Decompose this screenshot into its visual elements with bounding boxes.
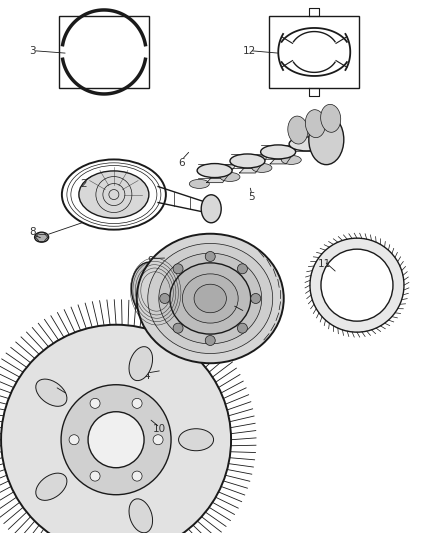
Circle shape bbox=[173, 264, 183, 274]
Ellipse shape bbox=[241, 272, 280, 325]
Ellipse shape bbox=[148, 244, 273, 353]
Circle shape bbox=[1, 325, 231, 533]
Ellipse shape bbox=[129, 346, 152, 381]
Text: 8: 8 bbox=[29, 227, 36, 237]
Circle shape bbox=[153, 435, 163, 445]
Circle shape bbox=[310, 238, 404, 332]
Polygon shape bbox=[207, 165, 236, 183]
Circle shape bbox=[132, 398, 142, 408]
Bar bbox=[269, 16, 359, 88]
Bar bbox=[59, 16, 149, 88]
Circle shape bbox=[162, 365, 175, 376]
Ellipse shape bbox=[182, 274, 238, 323]
Circle shape bbox=[160, 294, 170, 303]
Ellipse shape bbox=[194, 284, 226, 313]
Circle shape bbox=[321, 249, 393, 321]
Ellipse shape bbox=[131, 262, 170, 318]
Text: 10: 10 bbox=[153, 424, 166, 434]
Text: 12: 12 bbox=[243, 46, 256, 55]
Polygon shape bbox=[270, 148, 297, 164]
Circle shape bbox=[90, 398, 100, 408]
Ellipse shape bbox=[36, 379, 67, 406]
Ellipse shape bbox=[321, 104, 341, 132]
Ellipse shape bbox=[179, 429, 214, 451]
Ellipse shape bbox=[137, 234, 284, 363]
Ellipse shape bbox=[129, 499, 152, 533]
Text: 9: 9 bbox=[148, 256, 155, 266]
Polygon shape bbox=[240, 156, 268, 173]
Ellipse shape bbox=[36, 473, 67, 500]
Ellipse shape bbox=[35, 232, 49, 242]
Circle shape bbox=[205, 335, 215, 345]
Ellipse shape bbox=[252, 164, 272, 172]
Ellipse shape bbox=[305, 110, 325, 138]
Ellipse shape bbox=[79, 171, 149, 218]
Circle shape bbox=[88, 411, 144, 468]
Circle shape bbox=[90, 471, 100, 481]
Circle shape bbox=[132, 471, 142, 481]
Circle shape bbox=[151, 352, 187, 389]
Circle shape bbox=[173, 323, 183, 333]
Ellipse shape bbox=[159, 253, 261, 344]
Circle shape bbox=[237, 264, 247, 274]
Circle shape bbox=[205, 252, 215, 262]
Circle shape bbox=[69, 435, 79, 445]
Text: 3: 3 bbox=[29, 46, 36, 55]
Ellipse shape bbox=[288, 116, 308, 144]
Ellipse shape bbox=[281, 156, 301, 164]
Circle shape bbox=[237, 323, 247, 333]
Text: 11: 11 bbox=[318, 259, 331, 269]
Ellipse shape bbox=[189, 180, 209, 188]
Ellipse shape bbox=[197, 164, 232, 177]
Ellipse shape bbox=[230, 154, 265, 168]
Ellipse shape bbox=[289, 137, 324, 151]
Ellipse shape bbox=[170, 263, 251, 334]
Circle shape bbox=[157, 358, 180, 383]
Ellipse shape bbox=[166, 252, 176, 263]
Text: 1: 1 bbox=[51, 384, 58, 394]
Circle shape bbox=[61, 385, 171, 495]
Text: 5: 5 bbox=[248, 192, 255, 202]
Text: 2: 2 bbox=[80, 179, 87, 189]
Ellipse shape bbox=[201, 195, 221, 223]
Text: 4: 4 bbox=[143, 371, 150, 381]
Ellipse shape bbox=[220, 173, 240, 181]
Ellipse shape bbox=[309, 115, 344, 165]
Text: 6: 6 bbox=[178, 158, 185, 167]
Text: 7: 7 bbox=[242, 310, 249, 319]
Ellipse shape bbox=[261, 145, 296, 159]
Circle shape bbox=[251, 294, 261, 303]
